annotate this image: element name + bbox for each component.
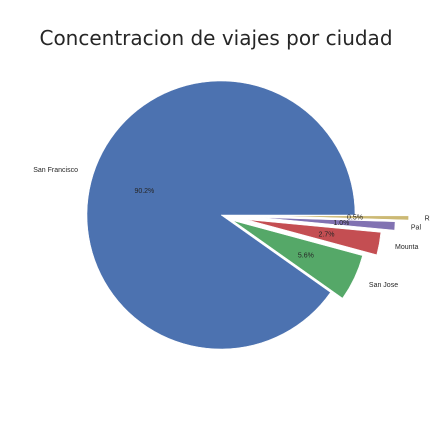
pie-slice-pal	[261, 217, 396, 231]
slice-label-mounta: Mounta	[395, 244, 418, 251]
slice-label-san-jose: San Jose	[369, 282, 398, 289]
slice-pct-san-francisco: 90.2%	[134, 188, 154, 195]
pie-slice-r	[274, 215, 409, 221]
slice-label-r: R	[425, 216, 430, 223]
pie-slice-san-jose	[232, 220, 363, 299]
slice-label-pal: Pal	[411, 224, 422, 231]
slice-pct-pal: 1.0%	[333, 220, 349, 227]
slice-pct-mounta: 2.7%	[319, 232, 335, 239]
chart-title: Concentracion de viajes por ciudad	[39, 26, 393, 50]
slice-pct-san-jose: 5.6%	[298, 252, 314, 259]
slice-pct-r: 0.5%	[347, 215, 363, 222]
pie-slice-san-francisco	[86, 80, 356, 350]
slice-label-san-francisco: San Francisco	[33, 167, 78, 174]
pie-slice-mounta	[247, 219, 382, 256]
